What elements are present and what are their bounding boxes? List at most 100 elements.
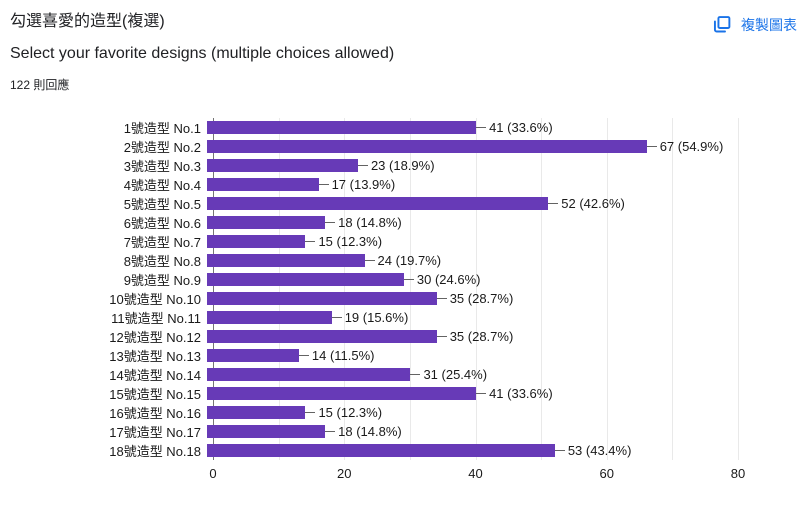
category-label: 16號造型 No.16 [109,406,201,421]
x-tick-label: 20 [337,466,352,481]
value-annotation: 53 (43.4%) [554,441,631,460]
category-label: 14號造型 No.14 [109,368,201,383]
category-label: 7號造型 No.7 [123,235,201,250]
annotation-text: 31 (25.4%) [423,367,488,382]
chart-row: 18號造型 No.18 53 (43.4%) [10,441,800,460]
category-label: 15號造型 No.15 [109,387,201,402]
bar-track: 15 (12.3%) [207,232,732,251]
value-annotation: 41 (33.6%) [476,118,553,137]
category-label: 4號造型 No.4 [123,178,201,193]
x-tick-label: 80 [730,466,746,481]
bar-track: 53 (43.4%) [207,441,732,460]
annotation-stem [403,279,414,280]
gridline [278,118,280,460]
bar-track: 41 (33.6%) [207,384,732,403]
annotation-stem [305,412,316,413]
annotation-stem [357,165,368,166]
value-annotation: 31 (25.4%) [410,365,487,384]
bar [207,140,647,153]
bar [207,235,306,248]
bar [207,387,477,400]
bar [207,444,555,457]
chart-row: 14號造型 No.14 31 (25.4%) [10,365,800,384]
bar-track: 67 (54.9%) [207,137,732,156]
category-label: 9號造型 No.9 [123,273,201,288]
bar [207,197,549,210]
annotation-text: 14 (11.5%) [311,348,375,363]
annotation-text: 41 (33.6%) [489,386,553,401]
annotation-stem [436,298,447,299]
annotation-text: 15 (12.3%) [318,405,383,420]
bar [207,368,411,381]
bar-track: 30 (24.6%) [207,270,732,289]
bar-track: 23 (18.9%) [207,156,732,175]
annotation-stem [298,355,309,356]
annotation-stem [305,241,316,242]
annotation-text: 17 (13.9%) [331,177,396,192]
annotation-stem [554,450,565,451]
value-annotation: 24 (19.7%) [364,251,441,270]
value-annotation: 14 (11.5%) [298,346,375,365]
category-label: 6號造型 No.6 [123,216,201,231]
annotation-text: 30 (24.6%) [416,272,481,287]
annotation-stem [436,336,447,337]
chart-rows: 1號造型 No.1 41 (33.6%) 2號造型 No.2 67 (54.9%) 3號… [10,118,800,460]
bar-track: 31 (25.4%) [207,365,732,384]
chart-row: 15號造型 No.15 41 (33.6%) [10,384,800,403]
bar [207,216,326,229]
bar-track: 24 (19.7%) [207,251,732,270]
bar-chart: 1號造型 No.1 41 (33.6%) 2號造型 No.2 67 (54.9%) 3號… [10,118,800,486]
annotation-text: 35 (28.7%) [449,329,514,344]
bar-track: 18 (14.8%) [207,213,732,232]
annotation-text: 52 (42.6%) [561,196,625,211]
value-annotation: 35 (28.7%) [436,289,514,308]
response-count: 122 則回應 [10,78,70,92]
bar-track: 41 (33.6%) [207,118,732,137]
question-title-en: Select your favorite designs (multiple c… [10,45,395,62]
annotation-text: 15 (12.3%) [318,234,383,249]
value-annotation: 15 (12.3%) [305,403,382,422]
annotation-text: 67 (54.9%) [659,139,724,154]
annotation-text: 19 (15.6%) [344,310,409,325]
bar [207,292,437,305]
bar [207,273,404,286]
chart-row: 12號造型 No.12 35 (28.7%) [10,327,800,346]
annotation-stem [364,260,375,261]
x-axis: 0 20 40 60 80 [209,466,745,486]
question-header: 勾選喜愛的造型(複選) Select your favorite designs… [10,10,394,92]
copy-chart-button[interactable]: 複製圖表 [711,14,797,35]
annotation-stem [476,393,487,394]
bar [207,330,437,343]
bar [207,406,306,419]
bar [207,311,332,324]
gridline [606,118,608,460]
value-annotation: 41 (33.6%) [476,384,553,403]
value-annotation: 18 (14.8%) [325,422,402,441]
bar [207,121,477,134]
annotation-text: 18 (14.8%) [338,215,402,230]
gridline [344,118,346,460]
gridline [738,118,739,460]
gridline [475,118,477,460]
value-annotation: 30 (24.6%) [403,270,481,289]
bar [207,178,319,191]
value-annotation: 17 (13.9%) [318,175,396,194]
annotation-stem [548,203,559,204]
annotation-text: 35 (28.7%) [449,291,514,306]
annotation-text: 18 (14.8%) [338,424,402,439]
annotation-stem [325,222,336,223]
chart-row: 16號造型 No.16 15 (12.3%) [10,403,800,422]
category-label: 1號造型 No.1 [123,121,201,136]
y-axis-baseline [213,118,214,460]
category-label: 11號造型 No.11 [111,311,201,326]
bar [207,425,326,438]
gridline [409,118,411,460]
annotation-stem [325,431,336,432]
question-title-zh: 勾選喜愛的造型(複選) [10,13,165,30]
annotation-stem [646,146,657,147]
chart-row: 3號造型 No.3 23 (18.9%) [10,156,800,175]
bar [207,159,358,172]
bar-track: 15 (12.3%) [207,403,732,422]
bar-track: 14 (11.5%) [207,346,732,365]
